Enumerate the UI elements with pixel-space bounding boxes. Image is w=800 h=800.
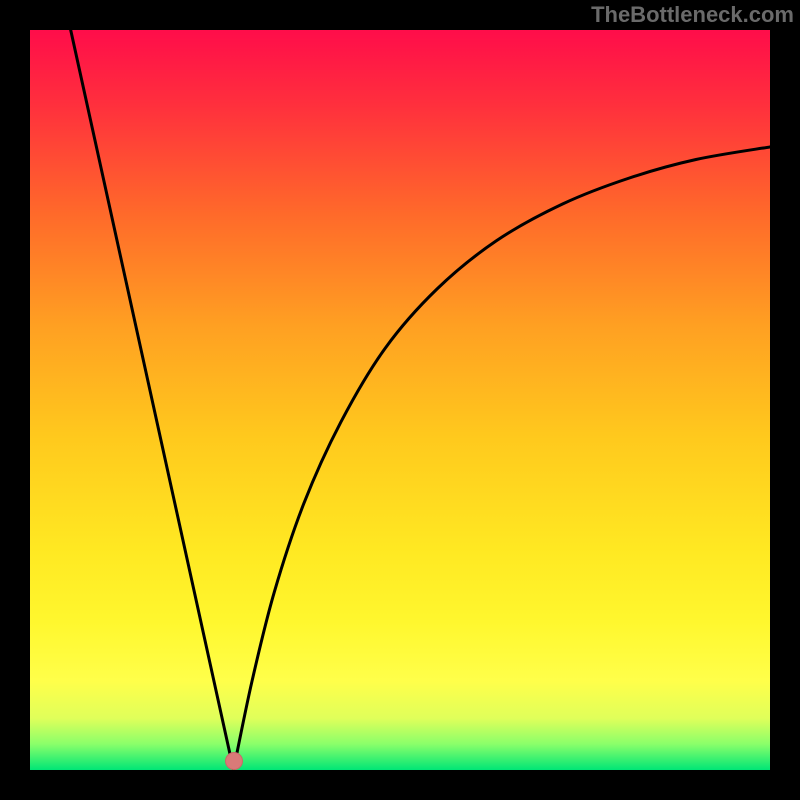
minimum-marker (225, 752, 243, 770)
plot-area (30, 30, 770, 770)
curve-right-branch (234, 147, 771, 770)
curve-left-branch (71, 30, 234, 770)
watermark-text: TheBottleneck.com (591, 2, 794, 28)
chart-canvas: TheBottleneck.com (0, 0, 800, 800)
curve-overlay (30, 30, 770, 770)
